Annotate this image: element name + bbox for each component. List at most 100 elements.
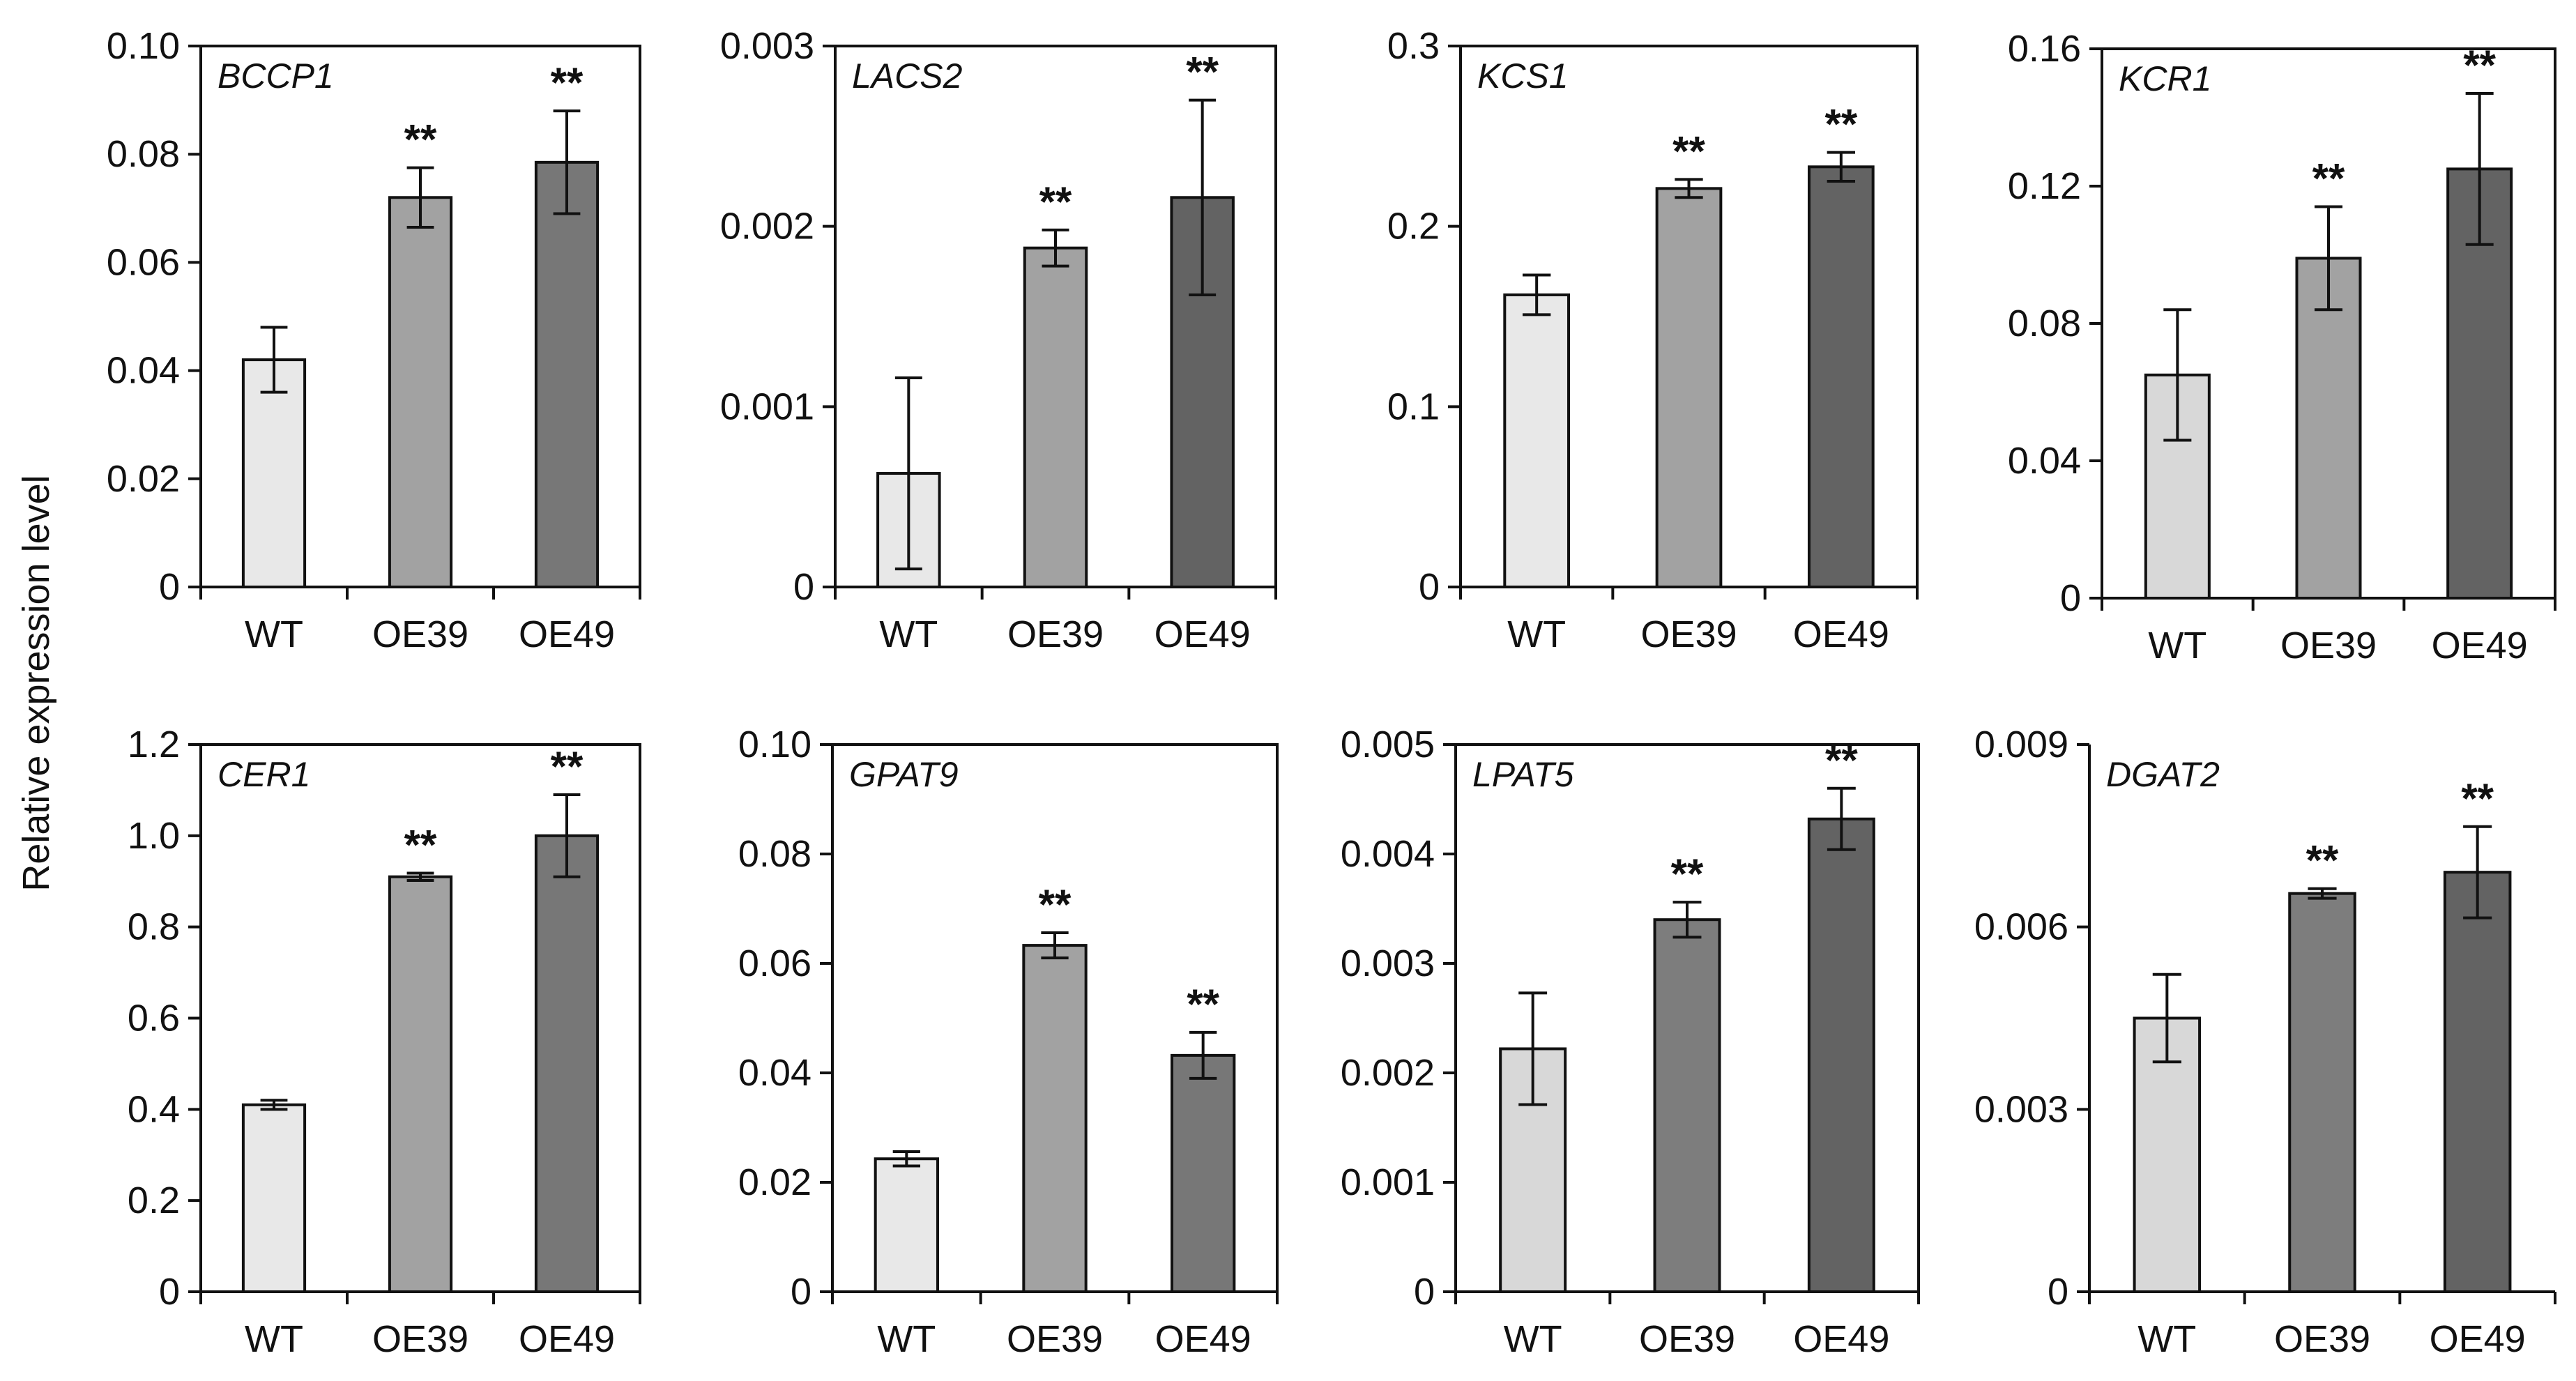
error-bar-oe49	[1827, 786, 1856, 851]
bar-wt	[1499, 1047, 1567, 1293]
y-tick-label: 0.001	[720, 386, 814, 427]
y-tick-label: 0	[791, 1271, 811, 1313]
y-tick-label: 0.3	[1387, 25, 1440, 67]
bar-oe39	[388, 196, 453, 588]
y-tick-label: 0.002	[1341, 1052, 1435, 1094]
gene-label: LPAT5	[1472, 755, 1574, 794]
y-tick-label: 0.2	[1387, 206, 1440, 247]
significance-marker: **	[1039, 881, 1072, 928]
error-bar-oe39	[406, 166, 434, 229]
category-label-oe39: OE39	[372, 613, 468, 655]
y-tick-label: 0.1	[1387, 386, 1440, 427]
y-tick-label: 0.02	[738, 1161, 811, 1203]
significance-marker: **	[2312, 155, 2345, 202]
bar-oe39	[1023, 246, 1088, 588]
error-bar-oe39	[1675, 178, 1703, 199]
bar-oe49	[1171, 1053, 1236, 1293]
category-label-oe39: OE39	[1007, 613, 1104, 655]
error-bar-oe49	[553, 793, 581, 878]
significance-marker: **	[2461, 775, 2494, 822]
category-label-oe49: OE49	[1155, 1318, 1251, 1360]
bar-oe49	[534, 834, 600, 1294]
y-tick-label: 0.12	[2008, 165, 2081, 207]
error-bar-oe49	[1189, 1030, 1217, 1080]
y-tick-label: 0	[1414, 1271, 1435, 1313]
panel-kcs1: 0 0.1 0.2 0.3 KCS1 WT ** OE39 ** OE49	[1387, 25, 1919, 655]
error-bar-wt	[1518, 991, 1548, 1106]
y-tick-label: 0	[159, 1271, 180, 1313]
gene-label: CER1	[218, 755, 310, 794]
bar-oe39	[2288, 892, 2356, 1293]
gene-label: DGAT2	[2106, 755, 2220, 794]
panel-bccp1: 0 0.02 0.04 0.06 0.08 0.10 BCCP1 WT ** OE39 ** OE49	[107, 25, 641, 655]
error-bar-wt	[894, 376, 922, 571]
error-bar-oe49	[1189, 98, 1217, 296]
y-tick-label: 0.8	[128, 906, 180, 948]
significance-marker: **	[2306, 837, 2339, 884]
y-tick-label: 0.2	[128, 1180, 180, 1221]
category-label-wt: WT	[245, 613, 303, 655]
y-tick-label: 0.001	[1341, 1161, 1435, 1203]
y-tick-label: 0.06	[738, 943, 811, 984]
y-tick-label: 0.004	[1341, 833, 1435, 875]
panel-cer1: 0 0.2 0.4 0.6 0.8 1.0 1.2 CER1 WT ** OE39 ** OE49	[128, 724, 641, 1360]
y-tick-label: 0.08	[2008, 303, 2081, 344]
category-label-wt: WT	[1504, 1318, 1562, 1360]
y-tick-label: 1.2	[128, 724, 180, 765]
error-bar-oe39	[1041, 931, 1069, 960]
significance-marker: **	[1186, 49, 1219, 96]
significance-marker: **	[1039, 178, 1072, 225]
error-bar-wt	[2152, 972, 2181, 1064]
significance-marker: **	[551, 59, 584, 106]
error-bar-oe39	[2308, 887, 2337, 900]
category-label-wt: WT	[245, 1318, 303, 1360]
bar-oe39	[1655, 187, 1723, 588]
error-bar-oe39	[1042, 228, 1069, 268]
gene-label: GPAT9	[849, 755, 959, 794]
category-label-oe49: OE49	[2432, 625, 2528, 666]
gene-label: LACS2	[852, 56, 963, 96]
y-tick-label: 0.10	[107, 25, 180, 67]
bar-wt	[1503, 293, 1571, 588]
y-axis-label: Relative expression level	[15, 475, 57, 891]
category-label-oe39: OE39	[372, 1318, 468, 1360]
y-tick-label: 0.06	[107, 241, 180, 283]
bar-oe49	[1807, 165, 1875, 589]
gene-label: KCS1	[1477, 56, 1569, 96]
y-tick-label: 0.4	[128, 1088, 180, 1130]
bar-oe49	[1807, 817, 1875, 1293]
category-label-oe49: OE49	[2430, 1318, 2526, 1360]
category-label-wt: WT	[2137, 1318, 2196, 1360]
category-label-wt: WT	[877, 1318, 936, 1360]
significance-marker: **	[1672, 128, 1705, 174]
bar-wt	[2133, 1016, 2202, 1293]
bar-oe39	[1022, 944, 1088, 1293]
y-tick-label: 0	[793, 566, 814, 608]
y-tick-label: 0.08	[107, 133, 180, 175]
y-tick-label: 0	[159, 566, 180, 608]
y-tick-label: 0.003	[720, 25, 814, 67]
y-tick-label: 0.6	[128, 998, 180, 1039]
y-tick-label: 0.04	[738, 1052, 811, 1094]
panel-lpat5: 0 0.001 0.002 0.003 0.004 0.005 LPAT5 WT ** OE39 *…	[1341, 724, 1920, 1360]
error-bar-oe49	[1827, 151, 1856, 183]
panel-dgat2: 0 0.003 0.006 0.009 DGAT2 WT ** OE39 ** OE49	[1974, 724, 2556, 1360]
y-tick-label: 0.009	[1974, 724, 2068, 765]
category-label-oe39: OE39	[1640, 613, 1737, 655]
error-bar-oe39	[2314, 205, 2343, 312]
category-label-oe39: OE39	[2280, 625, 2377, 666]
y-tick-label: 0.04	[2008, 440, 2081, 482]
significance-marker: **	[1671, 850, 1704, 897]
y-tick-label: 0.16	[2008, 28, 2081, 70]
significance-marker: **	[551, 743, 584, 790]
category-label-oe49: OE49	[1793, 613, 1889, 655]
y-tick-label: 0	[2048, 1271, 2068, 1313]
y-tick-label: 0.003	[1974, 1088, 2068, 1130]
error-bar-oe39	[406, 871, 434, 882]
y-tick-label: 0.10	[738, 724, 811, 765]
bar-wt	[874, 1157, 939, 1293]
category-label-wt: WT	[2148, 625, 2207, 666]
significance-marker: **	[404, 116, 437, 163]
significance-marker: **	[1824, 101, 1857, 148]
